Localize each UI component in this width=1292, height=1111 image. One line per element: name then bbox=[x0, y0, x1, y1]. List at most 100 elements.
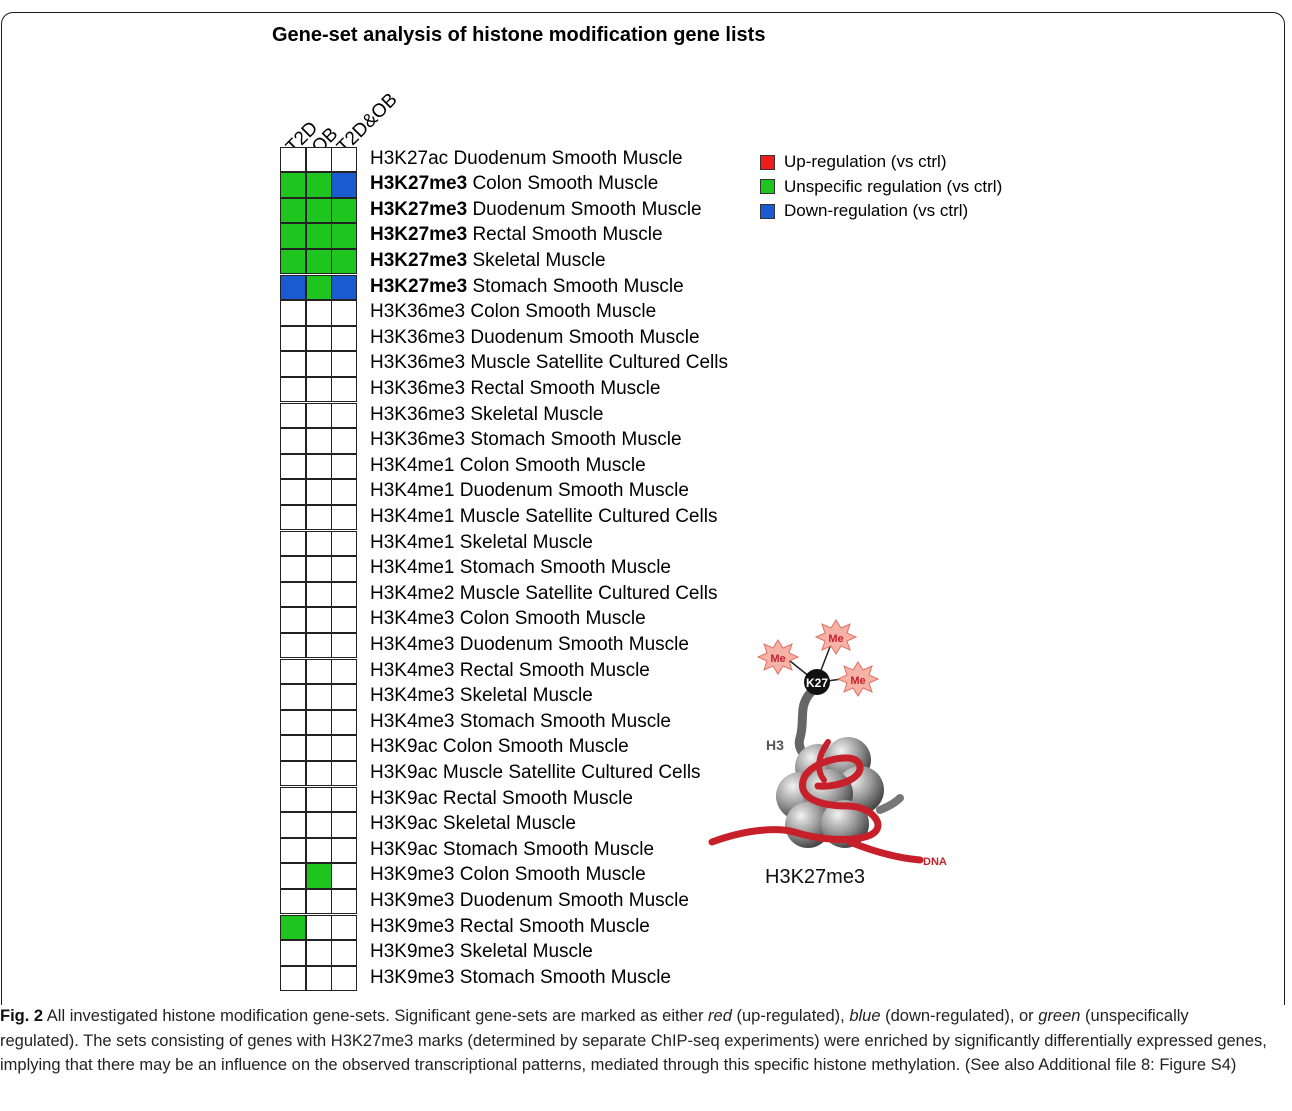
heatmap-cell bbox=[280, 684, 306, 710]
caption-fig-label: Fig. 2 bbox=[0, 1007, 44, 1025]
row-label: H3K4me1 Muscle Satellite Cultured Cells bbox=[370, 506, 717, 528]
k27-residue bbox=[804, 669, 830, 695]
heatmap-cell bbox=[280, 863, 306, 889]
heatmap-cell bbox=[305, 146, 332, 173]
heatmap-cell bbox=[305, 428, 332, 454]
heatmap-cell bbox=[280, 172, 306, 198]
row-label: H3K4me3 Skeletal Muscle bbox=[370, 685, 593, 707]
row-label-tissue: Colon Smooth Muscle bbox=[470, 301, 657, 323]
heatmap-cell bbox=[280, 965, 306, 992]
heatmap-cell bbox=[280, 453, 306, 480]
nucleosome-illustration: Me Me Me K27 H3 DNA H3K27me3 bbox=[708, 619, 947, 888]
heatmap-cell bbox=[305, 504, 332, 531]
caption-text: (unspecifically regulated). The sets con… bbox=[0, 1007, 1267, 1074]
row-label: H3K27ac Duodenum Smooth Muscle bbox=[370, 148, 683, 170]
heatmap-cell bbox=[280, 351, 306, 377]
heatmap-cell bbox=[280, 223, 306, 249]
row-label: H3K36me3 Stomach Smooth Muscle bbox=[370, 429, 682, 451]
row-label-tissue: Colon Smooth Muscle bbox=[472, 173, 659, 195]
heatmap-cell bbox=[331, 684, 357, 710]
row-label: H3K4me1 Stomach Smooth Muscle bbox=[370, 557, 671, 579]
heatmap-cell bbox=[331, 504, 357, 531]
row-label-mark: H3K9ac bbox=[370, 838, 438, 860]
row-label-tissue: Rectal Smooth Muscle bbox=[459, 915, 650, 937]
row-label: H3K9ac Colon Smooth Muscle bbox=[370, 736, 629, 758]
heatmap-cell bbox=[331, 325, 357, 352]
heatmap-cell bbox=[305, 632, 332, 659]
heatmap-cell bbox=[305, 684, 332, 710]
row-label-tissue: Duodenum Smooth Muscle bbox=[459, 633, 689, 655]
row-label: H3K36me3 Colon Smooth Muscle bbox=[370, 301, 656, 323]
heatmap-cell bbox=[280, 428, 306, 454]
row-label-tissue: Skeletal Muscle bbox=[459, 685, 593, 707]
row-label: H3K27me3 Colon Smooth Muscle bbox=[370, 173, 658, 195]
row-label-tissue: Stomach Smooth Muscle bbox=[472, 275, 684, 297]
heatmap-cell bbox=[280, 376, 306, 403]
row-label-tissue: Rectal Smooth Muscle bbox=[472, 224, 663, 246]
heatmap-cell bbox=[280, 556, 306, 582]
heatmap-cell bbox=[331, 965, 357, 992]
heatmap-cell bbox=[305, 530, 332, 557]
heatmap-cell bbox=[305, 325, 332, 352]
heatmap-cell bbox=[305, 479, 332, 505]
heatmap-cell bbox=[331, 146, 357, 173]
legend-item: Unspecific regulation (vs ctrl) bbox=[760, 177, 1002, 197]
row-label-tissue: Duodenum Smooth Muscle bbox=[453, 147, 683, 169]
heatmap-cell bbox=[305, 351, 332, 377]
row-label-mark: H3K36me3 bbox=[370, 403, 466, 425]
heatmap-cell bbox=[331, 351, 357, 377]
row-label-tissue: Colon Smooth Muscle bbox=[459, 608, 646, 630]
row-label: H3K4me1 Skeletal Muscle bbox=[370, 532, 593, 554]
heatmap-cell bbox=[331, 530, 357, 557]
heatmap-cell bbox=[280, 812, 306, 838]
row-label: H3K4me3 Rectal Smooth Muscle bbox=[370, 660, 650, 682]
row-label-tissue: Duodenum Smooth Muscle bbox=[459, 480, 689, 502]
row-label-mark: H3K27me3 bbox=[370, 249, 468, 271]
caption-text: All investigated histone modification ge… bbox=[43, 1007, 709, 1025]
legend-item: Up-regulation (vs ctrl) bbox=[760, 152, 947, 172]
row-label: H3K4me3 Duodenum Smooth Muscle bbox=[370, 634, 689, 656]
row-label: H3K9me3 Colon Smooth Muscle bbox=[370, 864, 646, 886]
heatmap-cell bbox=[331, 863, 357, 889]
row-label-mark: H3K27me3 bbox=[370, 173, 468, 195]
heatmap-cell bbox=[331, 300, 357, 326]
row-label-tissue: Colon Smooth Muscle bbox=[459, 864, 646, 886]
histone-tail-end bbox=[876, 794, 904, 814]
methyl-star-left: Me bbox=[756, 639, 800, 675]
row-label-mark: H3K4me3 bbox=[370, 633, 455, 655]
row-label-tissue: Rectal Smooth Muscle bbox=[442, 787, 633, 809]
heatmap-cell bbox=[280, 607, 306, 633]
row-label-tissue: Colon Smooth Muscle bbox=[442, 736, 629, 758]
row-label-mark: H3K4me1 bbox=[370, 557, 455, 579]
row-label-mark: H3K9ac bbox=[370, 813, 438, 835]
row-label-mark: H3K9me3 bbox=[370, 864, 455, 886]
row-label: H3K4me3 Stomach Smooth Muscle bbox=[370, 711, 671, 733]
heatmap-cell bbox=[331, 607, 357, 633]
row-label: H3K9ac Stomach Smooth Muscle bbox=[370, 839, 654, 861]
row-label-mark: H3K4me1 bbox=[370, 480, 455, 502]
heatmap-cell bbox=[305, 453, 332, 480]
row-label: H3K9ac Muscle Satellite Cultured Cells bbox=[370, 762, 701, 784]
heatmap-cell bbox=[280, 888, 306, 915]
row-label: H3K9me3 Skeletal Muscle bbox=[370, 941, 593, 963]
heatmap-cell bbox=[305, 863, 332, 889]
heatmap-cell bbox=[305, 888, 332, 915]
row-label-mark: H3K36me3 bbox=[370, 301, 466, 323]
row-label: H3K36me3 Skeletal Muscle bbox=[370, 404, 603, 426]
heatmap-cell bbox=[305, 248, 332, 275]
heatmap-cell bbox=[331, 581, 357, 608]
row-label-mark: H3K36me3 bbox=[370, 429, 466, 451]
row-label-mark: H3K9ac bbox=[370, 761, 438, 783]
row-label-mark: H3K36me3 bbox=[370, 377, 466, 399]
heatmap-cell bbox=[280, 325, 306, 352]
row-label-mark: H3K4me3 bbox=[370, 710, 455, 732]
heatmap-cell bbox=[280, 530, 306, 557]
row-label-tissue: Stomach Smooth Muscle bbox=[459, 966, 671, 988]
legend-label: Down-regulation (vs ctrl) bbox=[784, 201, 969, 220]
row-label-tissue: Duodenum Smooth Muscle bbox=[472, 198, 702, 220]
caption-green: green bbox=[1038, 1007, 1081, 1025]
heatmap-cell bbox=[305, 914, 332, 941]
heatmap-cell bbox=[280, 300, 306, 326]
heatmap-cell bbox=[305, 274, 332, 301]
figure-title: Gene-set analysis of histone modificatio… bbox=[272, 24, 766, 46]
